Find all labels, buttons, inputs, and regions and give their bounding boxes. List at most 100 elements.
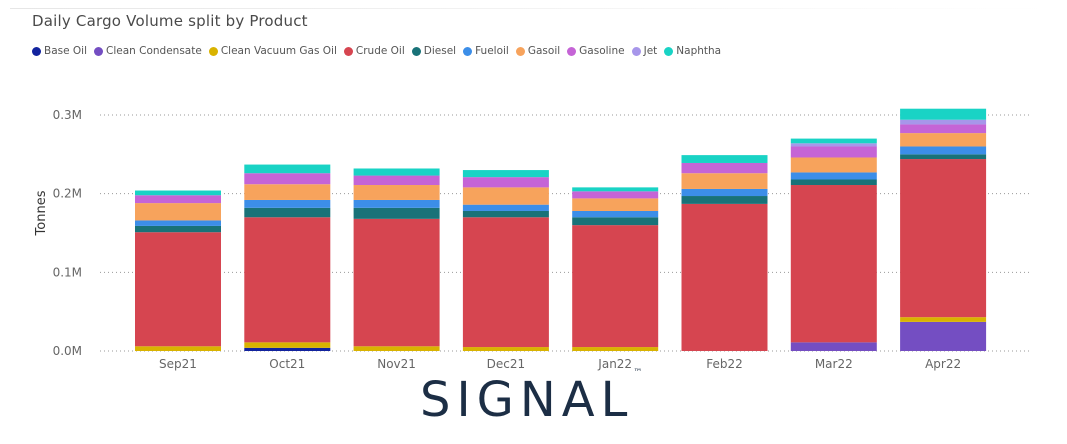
bar-segment-gasoline[interactable] [353,175,440,186]
legend-item-gasoil[interactable]: Gasoil [515,45,561,57]
bar-segment-diesel[interactable] [681,196,768,204]
bar-segment-naphtha[interactable] [790,138,877,144]
legend-item-jet[interactable]: Jet [631,45,657,57]
bar-stack-oct21[interactable] [244,164,331,351]
bar-segment-naphtha[interactable] [572,187,659,192]
bar-segment-fueloil[interactable] [353,199,440,208]
gridlines [100,114,1030,352]
y-axis-ticks: 0.0M 0.1M 0.2M 0.3M [53,108,82,358]
legend-item-gasoline[interactable]: Gasoline [567,45,625,57]
bar-segment-jet[interactable] [790,143,877,147]
bar-segment-fueloil[interactable] [135,220,221,226]
bar-segment-crude-oil[interactable] [681,203,768,351]
bar-segment-gasoline[interactable] [135,195,221,204]
bar-stack-apr22[interactable] [900,108,987,351]
bar-segment-clean-vacuum-gas-oil[interactable] [462,347,549,351]
bar-segment-diesel[interactable] [135,225,221,233]
bar-segment-fueloil[interactable] [572,210,659,218]
bar-segment-diesel[interactable] [900,154,987,160]
bar-segment-diesel[interactable] [353,207,440,219]
legend-swatch [463,46,473,56]
bar-segment-gasoil[interactable] [790,157,877,173]
bar-segment-clean-condensate[interactable] [790,342,877,351]
bar-segment-diesel[interactable] [244,207,331,218]
bar-segment-crude-oil[interactable] [790,185,877,343]
y-axis-label: Tonnes [34,190,49,236]
bar-segment-gasoline[interactable] [900,124,987,134]
bar-segment-naphtha[interactable] [135,190,221,196]
bar-segment-naphtha[interactable] [462,170,549,178]
y-tick-label: 0.0M [53,344,82,358]
bar-segment-naphtha[interactable] [681,155,768,163]
bar-segment-gasoline[interactable] [681,162,768,174]
bar-segment-base-oil[interactable] [244,347,331,351]
bar-segment-clean-vacuum-gas-oil[interactable] [572,347,659,351]
legend-label: Gasoline [579,45,625,57]
bar-segment-jet[interactable] [900,119,987,125]
bar-segment-gasoil[interactable] [900,133,987,147]
x-axis-ticks: Sep21 Oct21 Nov21 Dec21 Jan22 Feb22 Mar22 Apr22 [159,357,961,371]
bar-segment-naphtha[interactable] [244,164,331,174]
bar-segment-naphtha[interactable] [900,108,987,120]
bar-segment-fueloil[interactable] [462,204,549,211]
header-divider [10,8,1050,9]
legend-label: Clean Vacuum Gas Oil [220,45,337,57]
legend-label: Crude Oil [355,45,405,57]
bar-segment-crude-oil[interactable] [462,217,549,348]
bar-segment-crude-oil[interactable] [135,232,221,347]
bar-segment-gasoline[interactable] [462,177,549,188]
bar-segment-fueloil[interactable] [244,199,331,208]
x-tick-label: Feb22 [706,357,743,371]
bar-segment-gasoil[interactable] [135,203,221,221]
legend-item-diesel[interactable]: Diesel [411,45,457,57]
bar-segment-clean-condensate[interactable] [900,321,987,351]
legend-item-fueloil[interactable]: Fueloil [463,45,509,57]
bar-segment-clean-vacuum-gas-oil[interactable] [135,346,221,351]
bar-segment-gasoline[interactable] [572,191,659,199]
bar-segment-crude-oil[interactable] [244,217,331,343]
bar-segment-fueloil[interactable] [790,172,877,180]
legend-label: Gasoil [527,45,561,57]
signal-logo: SIGNAL™ [420,368,643,428]
bar-segment-naphtha[interactable] [353,168,440,176]
bar-segment-diesel[interactable] [462,210,549,218]
bar-stack-sep21[interactable] [135,190,221,351]
bar-segment-crude-oil[interactable] [572,225,659,348]
bar-segment-gasoil[interactable] [244,184,331,200]
bar-segment-clean-vacuum-gas-oil[interactable] [244,342,331,348]
bar-stack-jan22[interactable] [572,187,659,351]
bar-segment-gasoil[interactable] [572,198,659,211]
legend-swatch [664,46,674,56]
bar-segment-gasoline[interactable] [790,146,877,158]
bar-segment-fueloil[interactable] [681,188,768,197]
bar-segment-diesel[interactable] [572,217,659,226]
legend-swatch [567,46,577,56]
x-tick-label: Jan22 [597,357,632,371]
bar-segment-gasoil[interactable] [681,173,768,189]
legend-item-clean-vacuum-gas-oil[interactable]: Clean Vacuum Gas Oil [208,45,337,57]
bar-segment-gasoil[interactable] [353,185,440,200]
bar-segment-clean-vacuum-gas-oil[interactable] [353,346,440,351]
legend-item-crude-oil[interactable]: Crude Oil [343,45,405,57]
bar-segment-gasoil[interactable] [462,187,549,205]
legend-label: Base Oil [44,45,88,57]
legend-label: Clean Condensate [106,45,202,57]
bar-segment-fueloil[interactable] [900,146,987,155]
bar-stack-nov21[interactable] [353,168,440,351]
legend-item-naphtha[interactable]: Naphtha [664,45,721,57]
bar-segment-diesel[interactable] [790,179,877,186]
bar-stack-dec21[interactable] [462,170,549,351]
legend-item-clean-condensate[interactable]: Clean Condensate [94,45,202,57]
legend-swatch [32,46,41,56]
x-tick-label: Sep21 [159,357,197,371]
bar-segment-gasoline[interactable] [244,173,331,185]
bar-segment-crude-oil[interactable] [353,218,440,347]
legend-item-base-oil[interactable]: Base Oil [32,45,87,57]
bar-segment-clean-vacuum-gas-oil[interactable] [900,317,987,322]
x-tick-label: Oct21 [269,357,305,371]
bar-segment-crude-oil[interactable] [900,159,987,318]
bar-stack-feb22[interactable] [681,155,768,351]
legend-label: Diesel [423,45,457,57]
bar-stack-mar22[interactable] [790,138,877,351]
